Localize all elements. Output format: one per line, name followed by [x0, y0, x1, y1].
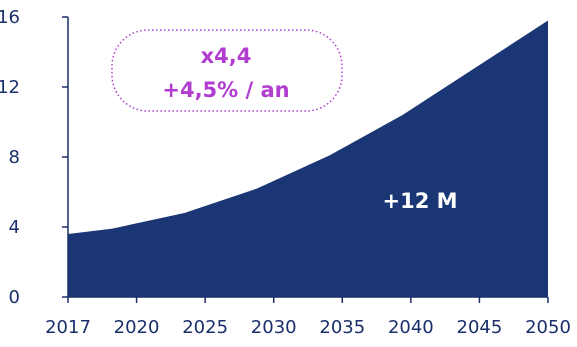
y-tick-label: 12 — [0, 77, 20, 98]
annotation-multiplier: x4,4 — [201, 44, 252, 68]
x-tick-label: 2045 — [457, 317, 503, 338]
x-ticks: 2017 2020 2025 2030 2035 2040 2045 2050 — [45, 297, 571, 338]
x-tick-label: 2017 — [45, 317, 91, 338]
y-tick-label: 8 — [9, 147, 20, 168]
x-tick-label: 2025 — [182, 317, 228, 338]
y-axis: 0 4 8 12 16 — [0, 7, 69, 308]
x-tick-label: 2030 — [251, 317, 297, 338]
x-tick-label: 2035 — [319, 317, 365, 338]
x-tick-label: 2050 — [525, 317, 571, 338]
y-tick-label: 4 — [9, 217, 20, 238]
area-inside-label: +12 M — [382, 189, 457, 213]
annotation-growth-rate: +4,5% / an — [162, 78, 289, 102]
area-series — [68, 20, 548, 297]
y-tick-label: 16 — [0, 7, 20, 28]
y-tick-label: 0 — [9, 287, 20, 308]
y-ticks: 0 4 8 12 16 — [0, 7, 68, 308]
x-tick-label: 2020 — [114, 317, 160, 338]
x-tick-label: 2040 — [388, 317, 434, 338]
x-axis: 2017 2020 2025 2030 2035 2040 2045 2050 — [45, 296, 571, 338]
